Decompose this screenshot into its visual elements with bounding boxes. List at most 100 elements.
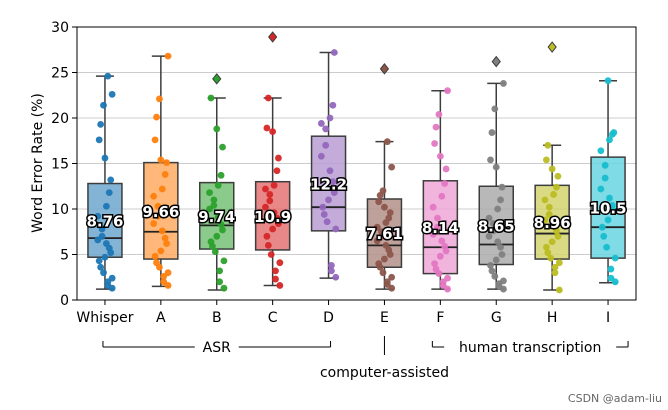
data-point — [328, 262, 335, 269]
data-point — [161, 234, 169, 242]
data-point — [319, 203, 327, 211]
data-point — [263, 124, 271, 132]
y-tick-label: 30 — [51, 20, 69, 36]
data-point — [597, 185, 605, 193]
data-point — [488, 267, 496, 275]
data-point — [550, 191, 557, 198]
data-point — [108, 90, 116, 98]
data-point — [488, 129, 496, 136]
data-point — [544, 249, 552, 257]
data-point — [266, 197, 274, 205]
outlier-marker — [268, 31, 278, 43]
iqr-box — [143, 161, 179, 260]
data-point — [100, 101, 107, 109]
data-point — [275, 154, 282, 162]
data-point — [598, 223, 606, 231]
data-point — [381, 255, 388, 263]
data-point — [485, 214, 493, 222]
x-tick-label: Whisper — [76, 310, 133, 326]
y-tick-label: 5 — [60, 248, 69, 264]
data-point — [554, 232, 562, 240]
data-point — [323, 218, 331, 226]
mean-label: 8.65 — [478, 217, 515, 235]
data-point — [429, 203, 437, 211]
data-point — [219, 143, 226, 151]
x-tick-label: F — [436, 310, 444, 326]
box-group-h: 8.96 — [532, 41, 572, 294]
data-point — [332, 225, 340, 233]
data-point — [610, 207, 618, 215]
data-point — [207, 238, 215, 246]
outlier-marker — [212, 73, 222, 85]
data-point — [610, 129, 618, 136]
x-tick-label: A — [156, 310, 166, 326]
watermark: CSDN @adam-liu — [568, 392, 662, 405]
data-point — [606, 194, 613, 202]
data-point — [551, 269, 559, 277]
data-point — [444, 87, 451, 95]
mean-label: 9.74 — [198, 208, 235, 226]
data-point — [436, 252, 444, 260]
data-point — [102, 202, 110, 210]
data-point — [545, 203, 553, 211]
data-point — [434, 223, 441, 231]
mean-label: 7.61 — [366, 225, 403, 243]
data-point — [98, 232, 106, 240]
data-point — [500, 80, 507, 87]
data-point — [601, 161, 609, 169]
data-point — [604, 77, 612, 85]
data-point — [153, 113, 160, 121]
data-point — [273, 167, 281, 175]
data-point — [497, 196, 504, 204]
data-point — [164, 269, 172, 277]
data-point — [442, 165, 450, 173]
data-point — [262, 185, 269, 193]
data-point — [375, 198, 383, 206]
x-tick-label: I — [606, 310, 610, 326]
data-point — [220, 284, 228, 292]
y-axis: 0 5 10 15 20 25 30 — [51, 20, 637, 309]
mean-label: 9.66 — [142, 203, 179, 221]
data-point — [270, 181, 278, 189]
data-point — [555, 286, 563, 294]
data-point — [95, 257, 103, 265]
data-point — [330, 189, 338, 197]
data-point — [378, 228, 385, 236]
data-point — [157, 156, 165, 164]
data-point — [386, 209, 394, 217]
data-point — [491, 105, 499, 113]
data-point — [156, 95, 163, 103]
data-point — [500, 277, 507, 285]
data-point — [544, 141, 552, 149]
data-point — [317, 152, 325, 160]
data-point — [269, 128, 277, 136]
iqr-box — [534, 184, 570, 260]
data-point — [275, 220, 282, 227]
y-tick-label: 10 — [51, 202, 69, 218]
data-point — [498, 183, 506, 191]
data-point — [216, 267, 224, 275]
data-point — [97, 263, 105, 271]
data-point — [611, 254, 619, 262]
data-point — [328, 267, 335, 275]
data-point — [214, 213, 222, 221]
data-point — [548, 165, 556, 173]
data-point — [388, 163, 396, 171]
data-point — [107, 176, 115, 184]
data-point — [214, 181, 222, 189]
data-point — [385, 214, 393, 222]
data-point — [438, 237, 446, 245]
data-point — [269, 225, 277, 233]
data-point — [262, 203, 269, 211]
data-point — [213, 232, 221, 240]
data-point — [545, 211, 553, 218]
y-tick-label: 0 — [60, 293, 69, 309]
data-point — [379, 269, 387, 277]
data-point — [217, 171, 225, 179]
data-point — [220, 257, 228, 265]
data-point — [607, 274, 615, 282]
data-point — [163, 240, 171, 247]
data-point — [498, 251, 506, 258]
outlier-marker — [547, 41, 557, 53]
